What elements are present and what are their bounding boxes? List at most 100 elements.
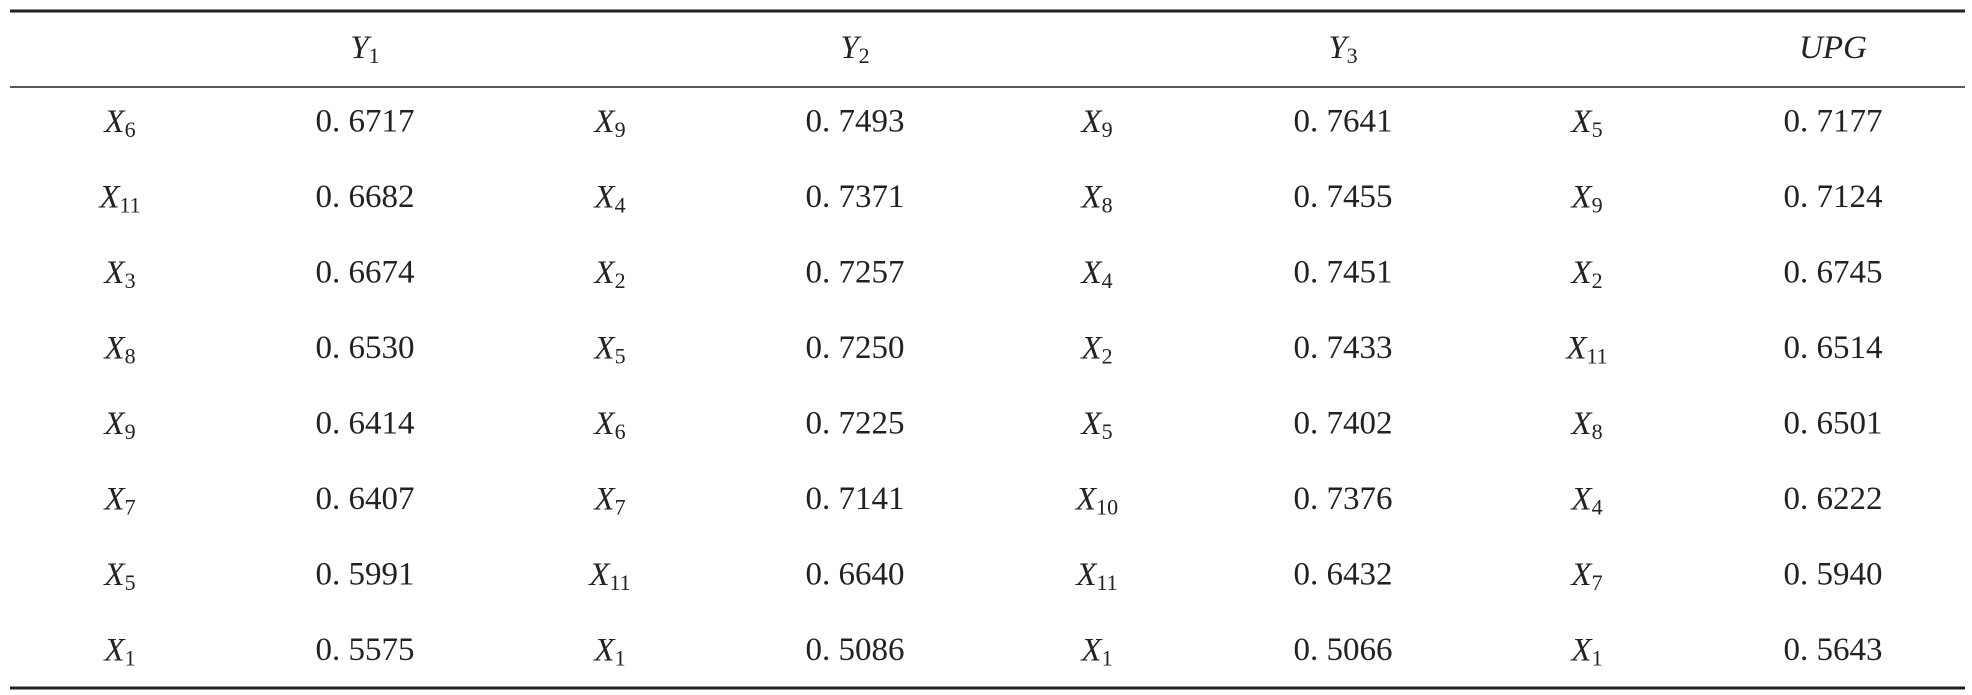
variable-sub: 5 — [1592, 117, 1603, 142]
variable: X11 — [1074, 557, 1117, 595]
variable-base: X — [592, 406, 616, 442]
variable: X6 — [592, 406, 625, 444]
variable-base: X — [1079, 632, 1103, 668]
variable-base: X — [1079, 406, 1103, 442]
variable: X8 — [1079, 179, 1112, 217]
variable-base: X — [592, 255, 616, 291]
variable-sub: 7 — [1592, 570, 1603, 595]
variable: X9 — [592, 104, 625, 142]
header-base: Y — [840, 30, 862, 66]
variable: X4 — [1079, 255, 1112, 293]
value: 0. 6222 — [1784, 481, 1883, 517]
variable: X2 — [1079, 330, 1112, 368]
value: 0. 7402 — [1294, 406, 1393, 442]
variable-base: X — [102, 330, 126, 366]
variable: X1 — [1079, 632, 1112, 670]
variable-sub: 9 — [1592, 193, 1603, 218]
variable-base: X — [102, 255, 126, 291]
value: 0. 6530 — [316, 330, 415, 366]
variable: X1 — [1569, 632, 1602, 670]
variable-base: X — [592, 330, 616, 366]
variable: X4 — [1569, 481, 1602, 519]
variable-base: X — [1074, 557, 1098, 593]
variable: X6 — [102, 104, 135, 142]
variable: X9 — [1569, 179, 1602, 217]
variable-base: X — [1564, 330, 1588, 366]
value: 0. 6501 — [1784, 406, 1883, 442]
variable-sub: 9 — [615, 117, 626, 142]
variable-base: X — [102, 104, 126, 140]
variable: X9 — [102, 406, 135, 444]
header-base: Y — [1328, 30, 1350, 66]
variable-base: X — [1569, 481, 1593, 517]
variable-base: X — [102, 481, 126, 517]
variable: X11 — [587, 557, 630, 595]
value: 0. 7451 — [1294, 255, 1393, 291]
header-base: UPG — [1799, 30, 1867, 66]
variable-sub: 8 — [1592, 419, 1603, 444]
variable: X2 — [592, 255, 625, 293]
variable: X8 — [102, 330, 135, 368]
value: 0. 6674 — [316, 255, 415, 291]
variable-sub: 2 — [1592, 268, 1603, 293]
variable-base: X — [1569, 632, 1593, 668]
variable: X9 — [1079, 104, 1112, 142]
variable-sub: 1 — [125, 646, 136, 671]
variable-sub: 8 — [125, 344, 136, 369]
variable-sub: 9 — [125, 419, 136, 444]
variable: X7 — [1569, 557, 1602, 595]
variable-sub: 11 — [119, 193, 140, 218]
value: 0. 5940 — [1784, 557, 1883, 593]
variable-base: X — [102, 557, 126, 593]
value: 0. 6407 — [316, 481, 415, 517]
variable-sub: 10 — [1096, 495, 1118, 520]
variable: X8 — [1569, 406, 1602, 444]
value: 0. 6432 — [1294, 557, 1393, 593]
variable-base: X — [592, 481, 616, 517]
value: 0. 7124 — [1784, 179, 1883, 215]
value: 0. 7225 — [806, 406, 905, 442]
variable-sub: 7 — [125, 495, 136, 520]
variable-base: X — [1569, 255, 1593, 291]
value: 0. 6745 — [1784, 255, 1883, 291]
variable-base: X — [1569, 557, 1593, 593]
variable-sub: 6 — [125, 117, 136, 142]
variable-sub: 6 — [615, 419, 626, 444]
variable: X5 — [592, 330, 625, 368]
variable: X5 — [102, 557, 135, 595]
variable-sub: 5 — [125, 570, 136, 595]
value: 0. 7455 — [1294, 179, 1393, 215]
variable: X7 — [592, 481, 625, 519]
variable-base: X — [1079, 330, 1103, 366]
variable-sub: 8 — [1102, 193, 1113, 218]
variable-base: X — [1079, 255, 1103, 291]
variable-sub: 4 — [1592, 495, 1603, 520]
variable-base: X — [97, 179, 121, 215]
value: 0. 7141 — [806, 481, 905, 517]
value: 0. 5066 — [1294, 632, 1393, 668]
variable-sub: 7 — [615, 495, 626, 520]
variable-sub: 11 — [1096, 570, 1117, 595]
header: Y3 — [1328, 30, 1357, 68]
header: Y2 — [840, 30, 869, 68]
header: UPG — [1799, 30, 1867, 66]
value: 0. 7433 — [1294, 330, 1393, 366]
value: 0. 6682 — [316, 179, 415, 215]
value: 0. 6414 — [316, 406, 415, 442]
variable-sub: 5 — [615, 344, 626, 369]
variable-base: X — [592, 104, 616, 140]
variable: X11 — [97, 179, 140, 217]
variable-sub: 1 — [1102, 646, 1113, 671]
variable: X7 — [102, 481, 135, 519]
variable: X10 — [1074, 481, 1118, 519]
header-base: Y — [350, 30, 372, 66]
variable-base: X — [1569, 104, 1593, 140]
variable-sub: 9 — [1102, 117, 1113, 142]
variable-sub: 2 — [1102, 344, 1113, 369]
variable: X11 — [1564, 330, 1607, 368]
variable-base: X — [1079, 179, 1103, 215]
variable: X3 — [102, 255, 135, 293]
variable-base: X — [587, 557, 611, 593]
variable-sub: 2 — [615, 268, 626, 293]
variable: X4 — [592, 179, 625, 217]
